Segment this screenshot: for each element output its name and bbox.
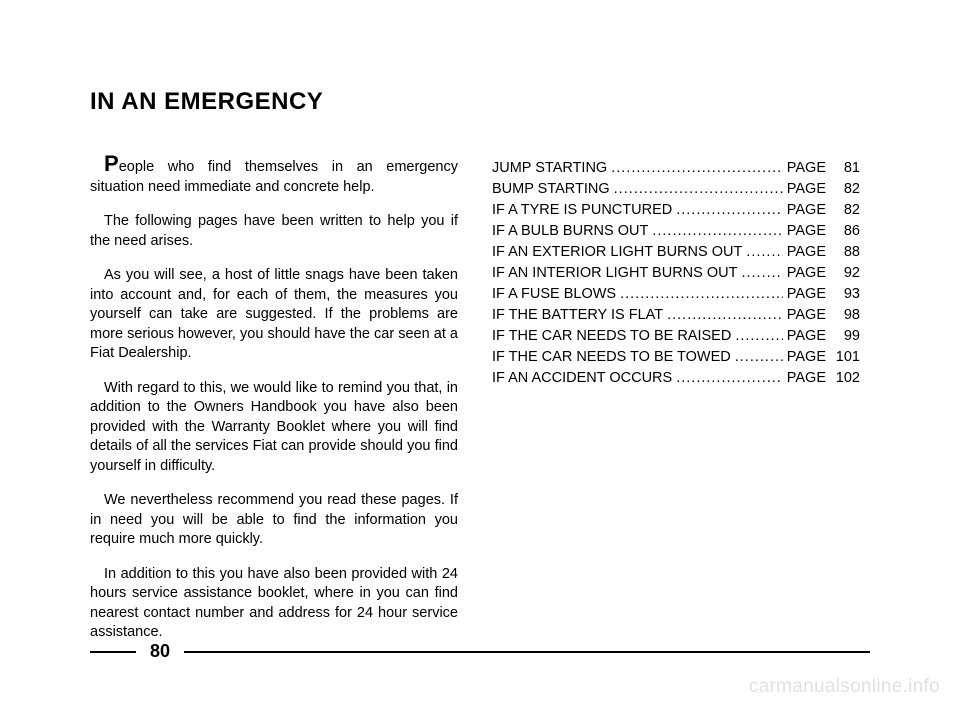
- toc-page-label: PAGE: [787, 200, 826, 221]
- toc-page-number: 102: [832, 368, 860, 389]
- watermark-text: carmanualsonline.info: [749, 676, 940, 698]
- toc-dots: [676, 368, 783, 389]
- toc-row: IF THE BATTERY IS FLAT PAGE 98: [492, 305, 860, 326]
- toc-page-number: 82: [832, 200, 860, 221]
- content-columns: People who find themselves in an emergen…: [90, 158, 870, 658]
- toc-dots: [620, 284, 783, 305]
- intro-paragraph-4: With regard to this, we would like to re…: [90, 379, 458, 477]
- toc-page-number: 81: [832, 158, 860, 179]
- toc-page-label: PAGE: [787, 221, 826, 242]
- toc-page-label: PAGE: [787, 263, 826, 284]
- toc-page-number: 98: [832, 305, 860, 326]
- toc-page-label: PAGE: [787, 347, 826, 368]
- toc-label: IF A FUSE BLOWS: [492, 284, 616, 305]
- intro-paragraph-6: In addition to this you have also been p…: [90, 565, 458, 643]
- toc-dots: [614, 179, 783, 200]
- toc-page-number: 99: [832, 326, 860, 347]
- toc-row: IF THE CAR NEEDS TO BE TOWED PAGE 101: [492, 347, 860, 368]
- toc-page-label: PAGE: [787, 242, 826, 263]
- toc-label: IF AN ACCIDENT OCCURS: [492, 368, 672, 389]
- toc-page-label: PAGE: [787, 326, 826, 347]
- page-footer: 80: [90, 641, 870, 662]
- dropcap-letter: P: [104, 151, 119, 176]
- toc-label: BUMP STARTING: [492, 179, 610, 200]
- toc-label: IF A TYRE IS PUNCTURED: [492, 200, 672, 221]
- toc-row: BUMP STARTING PAGE 82: [492, 179, 860, 200]
- toc-row: IF A BULB BURNS OUT PAGE 86: [492, 221, 860, 242]
- toc-page-number: 82: [832, 179, 860, 200]
- toc-label: IF THE BATTERY IS FLAT: [492, 305, 663, 326]
- toc-label: IF AN EXTERIOR LIGHT BURNS OUT: [492, 242, 742, 263]
- toc-page-label: PAGE: [787, 284, 826, 305]
- toc-label: IF AN INTERIOR LIGHT BURNS OUT: [492, 263, 737, 284]
- toc-row: IF THE CAR NEEDS TO BE RAISED PAGE 99: [492, 326, 860, 347]
- toc-dots: [652, 221, 782, 242]
- toc-label: IF THE CAR NEEDS TO BE RAISED: [492, 326, 731, 347]
- toc-dots: [741, 263, 782, 284]
- toc-row: IF AN INTERIOR LIGHT BURNS OUT PAGE 92: [492, 263, 860, 284]
- toc-label: IF A BULB BURNS OUT: [492, 221, 648, 242]
- toc-dots: [676, 200, 783, 221]
- toc-page-number: 88: [832, 242, 860, 263]
- toc-dots: [735, 326, 782, 347]
- toc-label: JUMP STARTING: [492, 158, 607, 179]
- footer-page-number: 80: [150, 641, 170, 662]
- toc-page-number: 101: [832, 347, 860, 368]
- intro-paragraph-2: The following pages have been written to…: [90, 212, 458, 251]
- intro-paragraph-5: We nevertheless recommend you read these…: [90, 491, 458, 550]
- toc-page-label: PAGE: [787, 158, 826, 179]
- toc-row: IF AN EXTERIOR LIGHT BURNS OUT PAGE 88: [492, 242, 860, 263]
- intro-column: People who find themselves in an emergen…: [90, 158, 458, 658]
- toc-row: IF A FUSE BLOWS PAGE 93: [492, 284, 860, 305]
- intro-paragraph-3: As you will see, a host of little snags …: [90, 266, 458, 364]
- toc-page-number: 92: [832, 263, 860, 284]
- intro-p1-text: eople who find themselves in an emergenc…: [90, 159, 458, 195]
- toc-page-number: 86: [832, 221, 860, 242]
- toc-page-label: PAGE: [787, 305, 826, 326]
- toc-dots: [735, 347, 783, 368]
- intro-paragraph-1: People who find themselves in an emergen…: [90, 158, 458, 197]
- toc-page-label: PAGE: [787, 179, 826, 200]
- toc-row: IF A TYRE IS PUNCTURED PAGE 82: [492, 200, 860, 221]
- page-title: IN AN EMERGENCY: [90, 88, 870, 116]
- toc-page-number: 93: [832, 284, 860, 305]
- toc-label: IF THE CAR NEEDS TO BE TOWED: [492, 347, 731, 368]
- toc-row: JUMP STARTING PAGE 81: [492, 158, 860, 179]
- footer-rule-left: [90, 651, 136, 653]
- toc-dots: [611, 158, 783, 179]
- footer-rule-right: [184, 651, 870, 653]
- toc-row: IF AN ACCIDENT OCCURS PAGE 102: [492, 368, 860, 389]
- manual-page: IN AN EMERGENCY People who find themselv…: [0, 0, 960, 710]
- toc-page-label: PAGE: [787, 368, 826, 389]
- toc-dots: [667, 305, 783, 326]
- toc-dots: [746, 242, 782, 263]
- toc-column: JUMP STARTING PAGE 81 BUMP STARTING PAGE…: [492, 158, 860, 658]
